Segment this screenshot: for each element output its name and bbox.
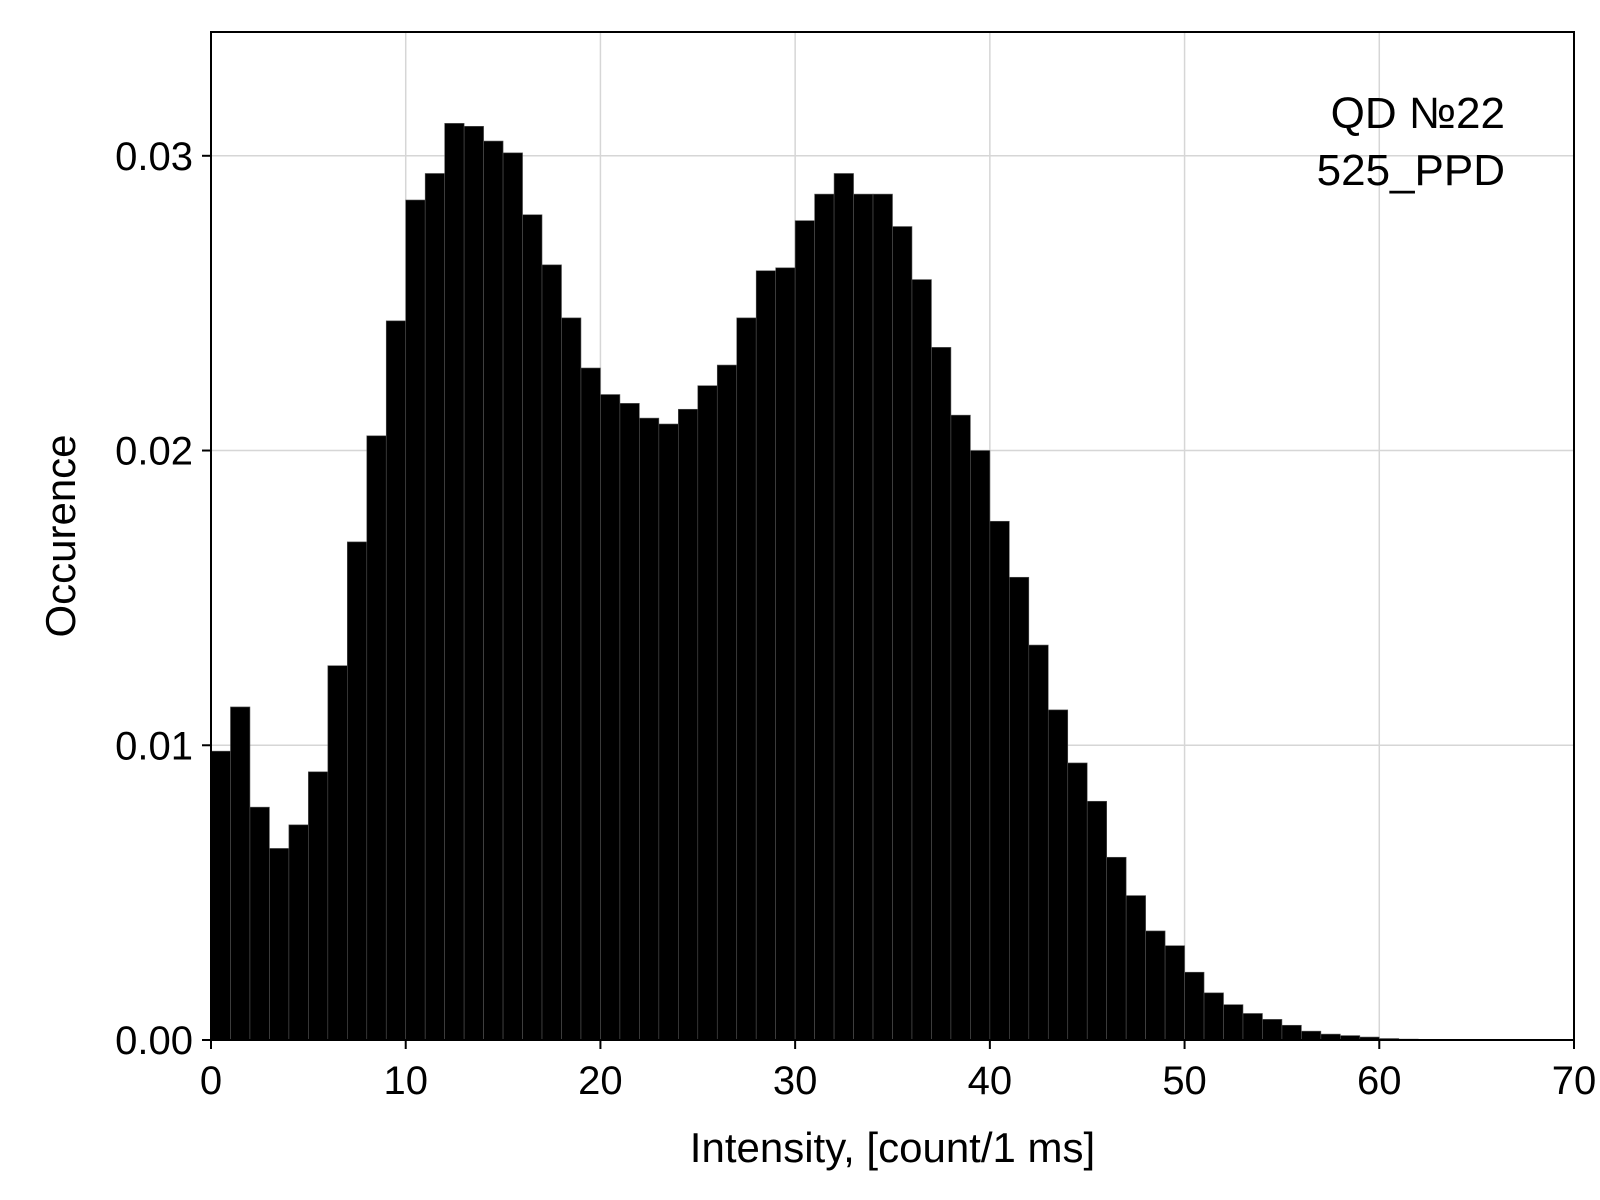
- y-tick-label: 0.00: [115, 1019, 193, 1063]
- x-tick-label: 0: [200, 1059, 222, 1103]
- histogram-bar: [327, 665, 348, 1041]
- histogram-bar: [872, 193, 893, 1041]
- histogram-bar: [716, 364, 738, 1041]
- x-tick-label: 30: [773, 1059, 818, 1103]
- histogram-bar: [950, 414, 971, 1041]
- histogram-bar: [755, 270, 776, 1041]
- histogram-bar: [1125, 895, 1146, 1041]
- x-tick-label: 60: [1357, 1059, 1402, 1103]
- histogram-bar: [1262, 1019, 1283, 1041]
- histogram-bar: [1184, 971, 1205, 1041]
- histogram-bar: [736, 317, 757, 1041]
- histogram-bar: [385, 320, 407, 1041]
- histogram-bar: [619, 403, 640, 1041]
- histogram-bar: [931, 347, 952, 1041]
- histogram-bar: [1301, 1030, 1322, 1041]
- histogram-bar: [580, 367, 601, 1041]
- histogram-bar: [833, 173, 854, 1041]
- x-tick-label: 10: [383, 1059, 428, 1103]
- x-tick-label: 20: [578, 1059, 623, 1103]
- x-tick-label: 50: [1162, 1059, 1207, 1103]
- histogram-bar: [561, 317, 582, 1041]
- histogram-bar: [502, 152, 523, 1041]
- histogram-bar: [366, 435, 387, 1041]
- histogram-bar: [814, 193, 835, 1041]
- histogram-bar: [1086, 800, 1107, 1041]
- y-tick-label: 0.03: [115, 135, 193, 179]
- histogram-bar: [522, 214, 543, 1041]
- histogram-bar: [678, 408, 699, 1041]
- ticks-layer: 0 10 20 30 40 50 60 70 0.00 0.01 0.02 0.03: [115, 135, 1596, 1103]
- x-axis-title: Intensity, [count/1 ms]: [690, 1124, 1095, 1171]
- histogram-bar: [775, 267, 796, 1041]
- y-tick-label: 0.02: [115, 430, 193, 474]
- y-axis-title: Occurence: [37, 434, 84, 637]
- histogram-bar: [853, 193, 874, 1041]
- x-tick-label: 40: [968, 1059, 1013, 1103]
- histogram-bar: [1009, 576, 1030, 1041]
- plot-frame: [210, 31, 1575, 1041]
- histogram-bar: [1164, 945, 1185, 1041]
- histogram-bar: [1223, 1004, 1244, 1041]
- histogram-bar: [989, 520, 1010, 1041]
- histogram-bar: [911, 279, 932, 1041]
- histogram-bar: [658, 423, 679, 1041]
- histogram-bar: [1047, 709, 1069, 1041]
- histogram-bar: [1106, 856, 1127, 1041]
- histogram-bar: [697, 385, 718, 1041]
- x-tick-label: 70: [1552, 1059, 1597, 1103]
- histogram-bar: [483, 140, 504, 1041]
- histogram-bar: [346, 541, 368, 1041]
- histogram-bar: [970, 450, 991, 1041]
- histogram-bar: [1067, 762, 1088, 1041]
- histogram-bar: [541, 264, 562, 1041]
- histogram-bar: [1242, 1013, 1263, 1041]
- histogram-bar: [463, 126, 484, 1041]
- histogram-bar: [444, 123, 465, 1041]
- histogram-bar: [269, 848, 290, 1041]
- histogram-bar: [892, 226, 913, 1041]
- annotation-sample-id: QD №22: [1331, 89, 1505, 138]
- histogram-bar: [639, 417, 660, 1041]
- histogram-bar: [405, 199, 426, 1041]
- annotation-sample-name: 525_PPD: [1317, 146, 1505, 195]
- histogram-bar: [308, 771, 329, 1041]
- histogram-bar: [210, 750, 231, 1041]
- histogram-bar: [1028, 644, 1049, 1041]
- histogram-bar: [230, 706, 251, 1041]
- histogram-bar: [794, 220, 815, 1041]
- histogram-bar: [1281, 1024, 1302, 1041]
- y-tick-label: 0.01: [115, 724, 193, 768]
- histogram-bar: [249, 806, 270, 1041]
- histogram-bar: [424, 173, 445, 1041]
- histogram-bar: [1145, 930, 1166, 1041]
- histogram-bar: [1203, 992, 1224, 1041]
- histogram-bar: [288, 824, 309, 1041]
- histogram-bar: [600, 394, 621, 1041]
- bars-layer: [210, 123, 1477, 1041]
